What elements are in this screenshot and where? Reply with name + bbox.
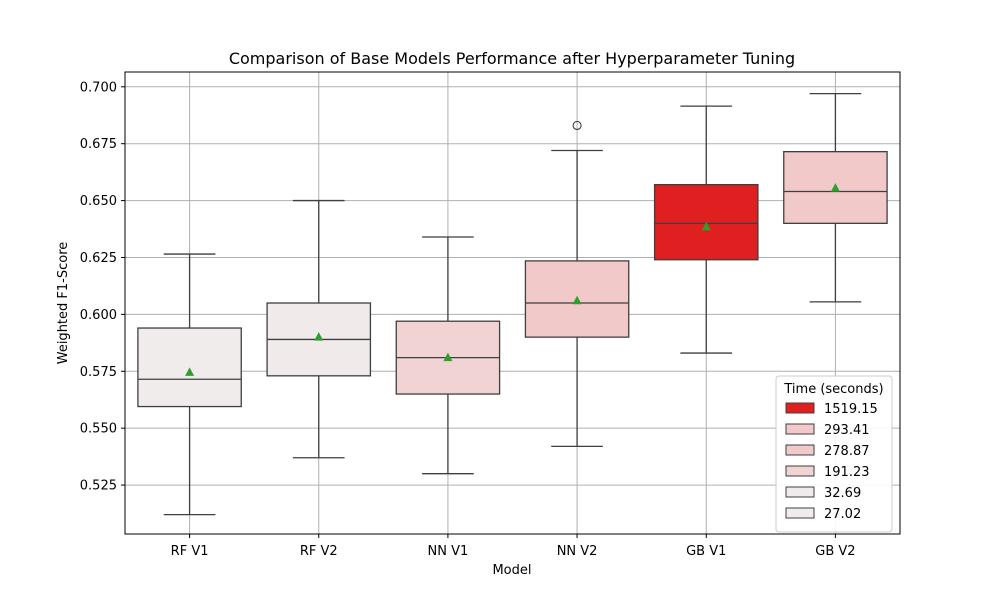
- x-tick-label: RF V2: [300, 544, 338, 559]
- legend-entry-label: 32.69: [824, 486, 861, 501]
- box-nn-v2: [524, 120, 630, 448]
- y-tick-label: 0.700: [80, 80, 117, 95]
- legend-swatch: [785, 444, 815, 456]
- box-rf-v1: [137, 253, 242, 516]
- mean-marker: [185, 367, 195, 376]
- legend-swatch: [785, 507, 815, 519]
- y-tick-label: 0.625: [80, 251, 117, 266]
- x-axis: RF V1 RF V2 NN V1 NN V2 GB V1 GB V2: [171, 534, 856, 559]
- iqr-box: [653, 184, 759, 261]
- legend-swatch: [785, 486, 815, 498]
- y-tick-label: 0.675: [80, 137, 117, 152]
- x-tick-label: NN V1: [428, 544, 469, 559]
- iqr-box: [137, 327, 242, 408]
- x-tick-label: NN V2: [557, 544, 598, 559]
- legend: Time (seconds) 1519.15 293.41 278.87 191.23 3…: [775, 375, 893, 533]
- x-tick-label: GB V1: [686, 544, 726, 559]
- box-nn-v1: [395, 236, 501, 475]
- mean-marker: [701, 221, 711, 231]
- mean-marker: [572, 295, 582, 305]
- x-axis-label: Model: [492, 563, 531, 578]
- y-tick-label: 0.650: [80, 194, 117, 209]
- legend-swatch: [785, 423, 815, 435]
- x-tick-label: GB V2: [815, 544, 855, 559]
- legend-entry-label: 1519.15: [824, 402, 878, 417]
- mean-marker: [443, 352, 453, 362]
- box-gb-v2: [783, 92, 888, 303]
- legend-title: Time (seconds): [783, 382, 883, 397]
- mean-marker: [314, 332, 324, 341]
- box-rf-v2: [266, 199, 372, 459]
- legend-entry-label: 293.41: [824, 423, 870, 438]
- y-tick-label: 0.575: [80, 365, 117, 380]
- legend-swatch: [785, 402, 815, 414]
- y-axis: 0.525 0.550 0.575 0.600 0.625 0.650 0.675 0.700: [80, 80, 125, 494]
- legend-swatch: [785, 465, 815, 477]
- legend-entry-label: 191.23: [824, 465, 870, 480]
- legend-entry-label: 27.02: [824, 507, 861, 522]
- plot-area-frame: [124, 71, 901, 535]
- y-axis-label: Weighted F1-Score: [56, 242, 71, 365]
- mean-marker: [830, 183, 840, 192]
- box-group: [137, 92, 888, 516]
- x-tick-label: RF V1: [171, 544, 209, 559]
- legend-entry-label: 278.87: [824, 444, 870, 459]
- chart-title: Comparison of Base Models Performance af…: [229, 49, 795, 68]
- y-tick-label: 0.525: [80, 479, 117, 494]
- outlier-point: [572, 120, 582, 131]
- y-tick-label: 0.550: [80, 422, 117, 437]
- y-tick-label: 0.600: [80, 308, 117, 323]
- box-gb-v1: [653, 105, 759, 354]
